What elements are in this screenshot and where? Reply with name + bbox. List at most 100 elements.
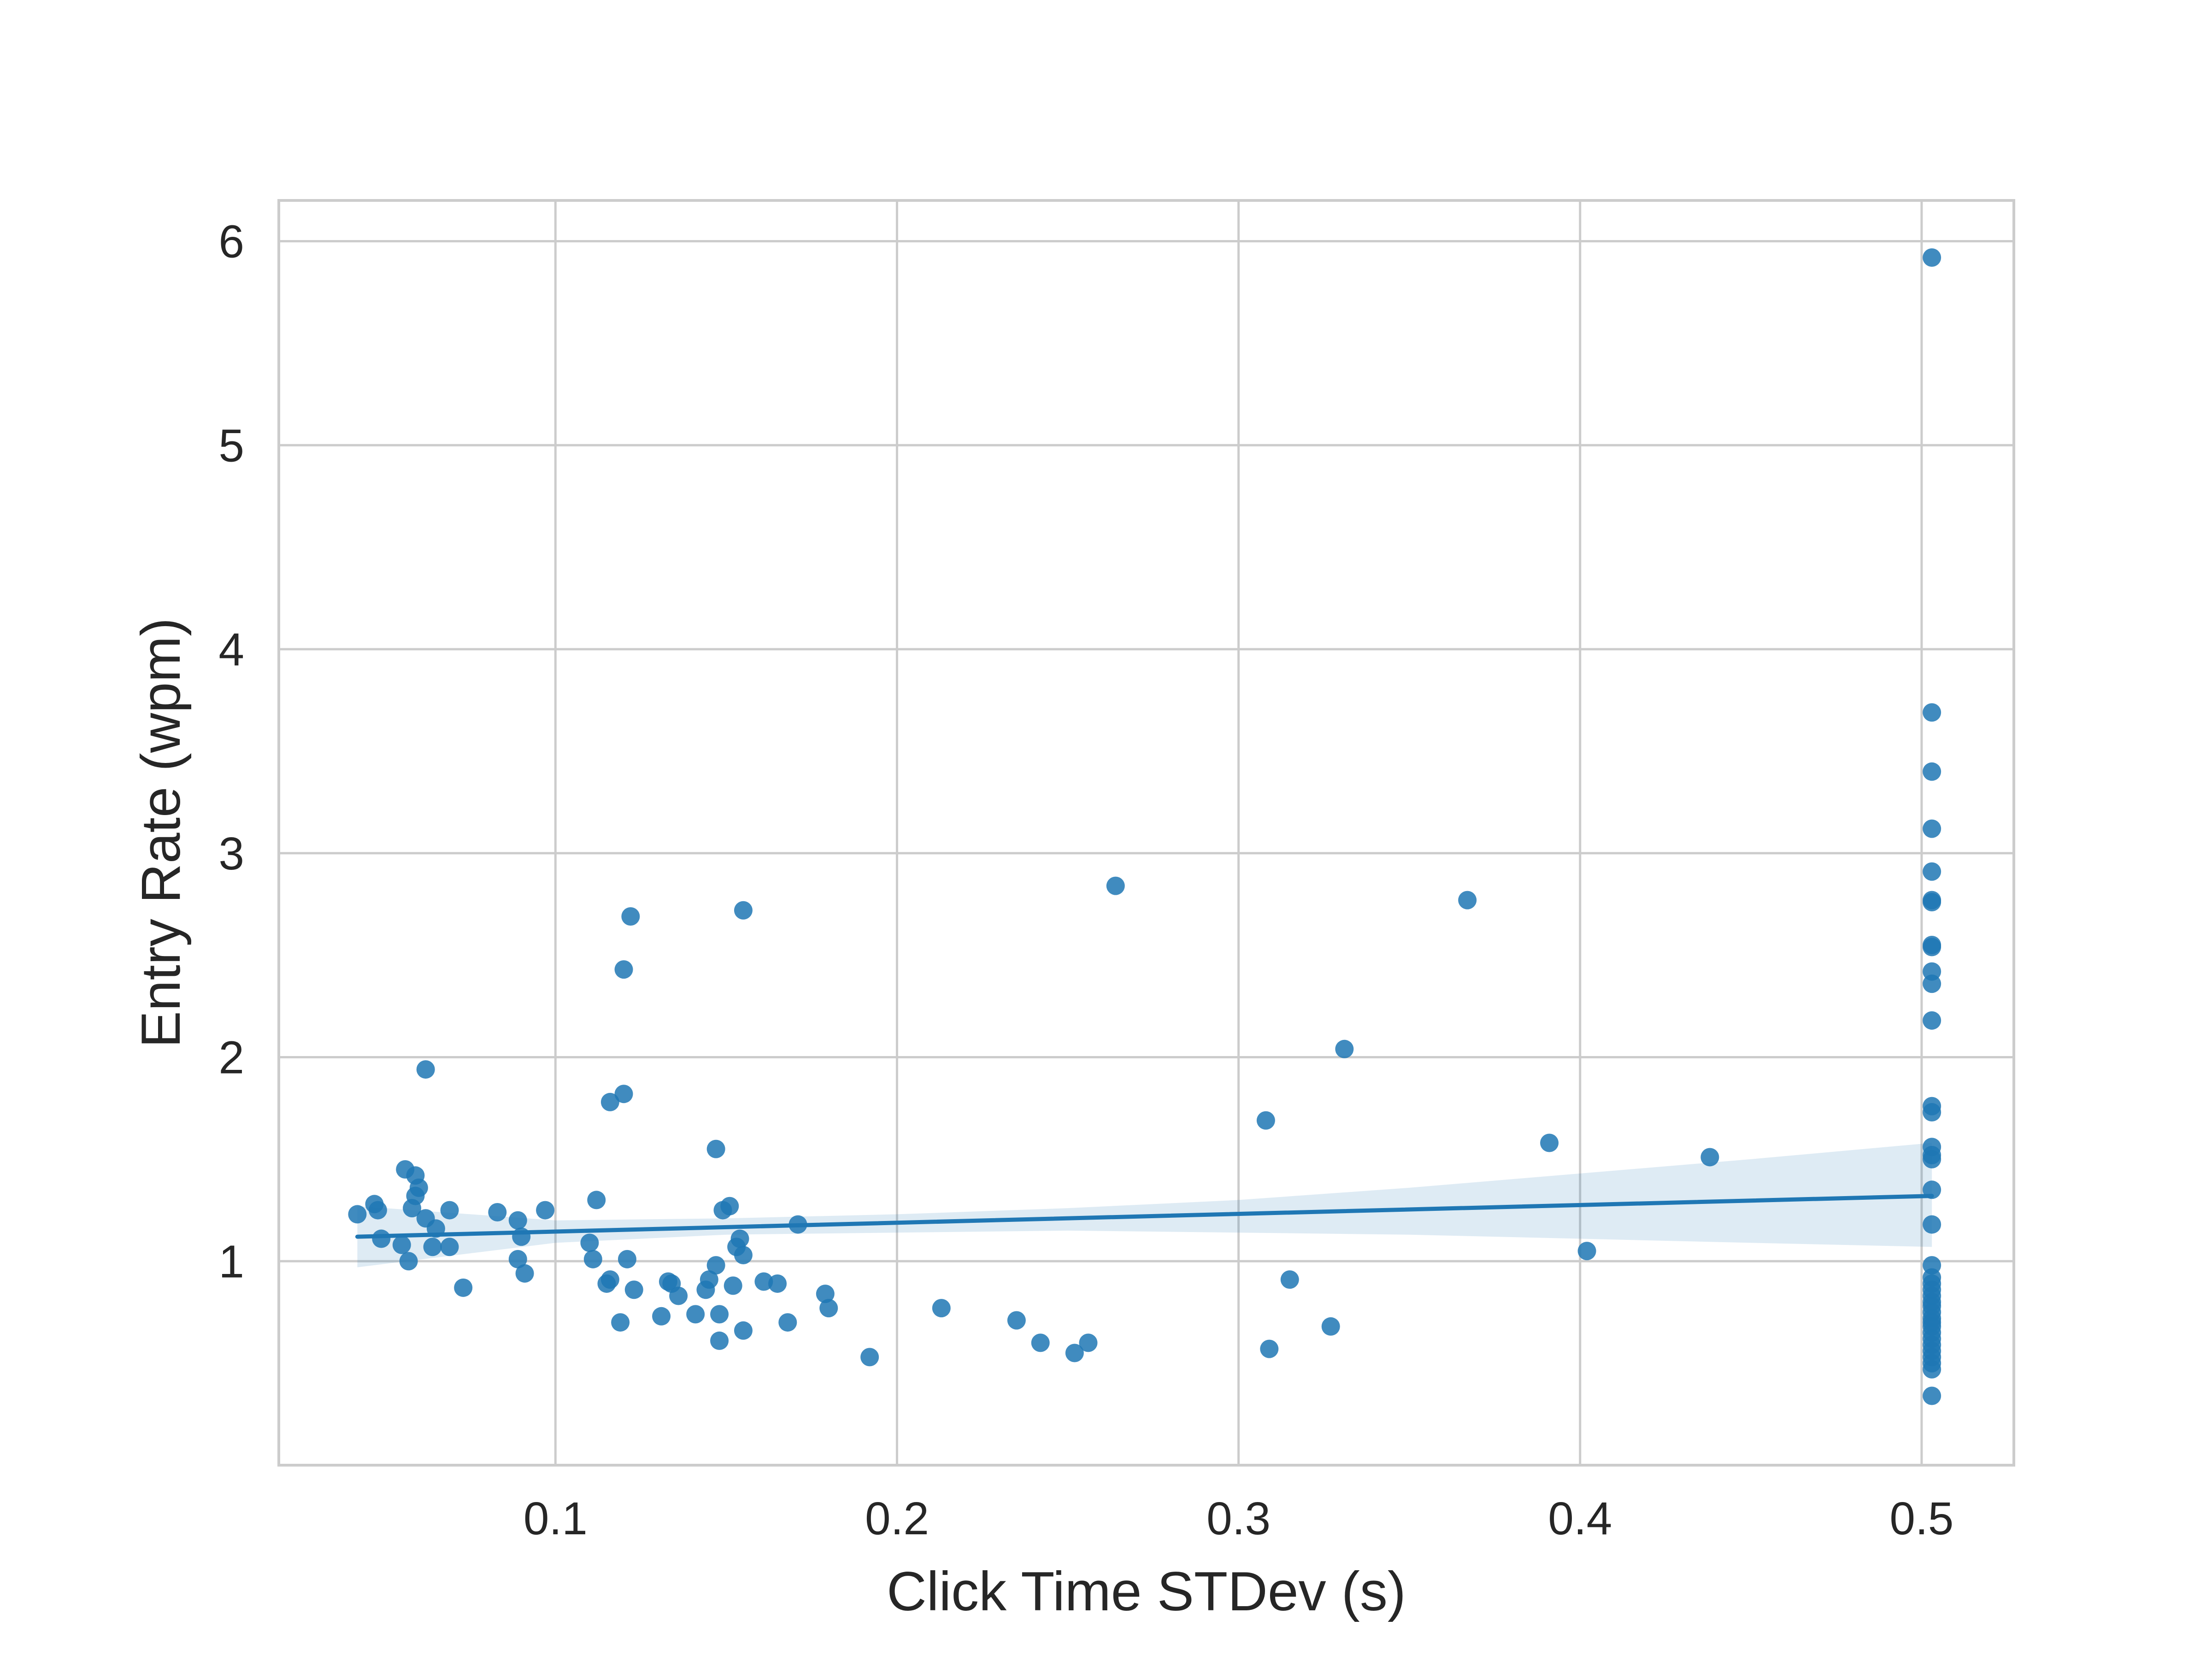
data-point xyxy=(1577,1242,1596,1261)
data-point xyxy=(348,1205,367,1224)
data-point xyxy=(1065,1344,1084,1362)
data-point xyxy=(1923,1215,1941,1234)
plot-frame xyxy=(277,199,2015,1467)
data-point xyxy=(734,1245,753,1264)
data-point xyxy=(710,1331,729,1350)
data-point xyxy=(1700,1148,1719,1167)
data-point xyxy=(720,1197,739,1215)
data-point xyxy=(706,1256,725,1275)
confidence-band-layer xyxy=(357,1143,1932,1268)
data-point xyxy=(1260,1339,1279,1358)
x-tick-label: 0.4 xyxy=(1548,1493,1612,1544)
data-point xyxy=(440,1201,459,1220)
data-point xyxy=(1923,248,1941,267)
data-point xyxy=(409,1178,428,1197)
data-point xyxy=(734,901,753,920)
data-point xyxy=(734,1321,753,1340)
data-point xyxy=(819,1299,838,1318)
data-points xyxy=(348,248,1941,1405)
data-point xyxy=(652,1307,671,1326)
data-point xyxy=(614,1085,633,1103)
data-point xyxy=(583,1250,602,1268)
y-tick-label: 4 xyxy=(218,624,244,675)
data-point xyxy=(816,1285,835,1303)
data-point xyxy=(600,1092,619,1111)
data-point xyxy=(614,960,633,979)
data-point xyxy=(580,1233,599,1252)
data-point xyxy=(754,1272,773,1291)
data-point xyxy=(587,1191,606,1209)
y-tick-labels: 1 2 3 4 5 6 xyxy=(218,216,244,1288)
x-axis-title: Click Time STDev (s) xyxy=(887,1561,1406,1622)
data-point xyxy=(1923,703,1941,722)
y-tick-label: 3 xyxy=(218,828,244,880)
data-point xyxy=(700,1270,718,1289)
data-point xyxy=(724,1276,742,1295)
data-point xyxy=(624,1280,643,1299)
confidence-band xyxy=(357,1143,1932,1268)
data-point xyxy=(1923,893,1941,912)
data-point xyxy=(1923,819,1941,838)
data-point xyxy=(1031,1333,1050,1352)
data-point xyxy=(730,1229,749,1248)
data-point xyxy=(423,1238,442,1256)
x-tick-labels: 0.1 0.2 0.3 0.4 0.5 xyxy=(524,1493,1954,1544)
data-point xyxy=(536,1201,555,1220)
data-point xyxy=(1335,1039,1354,1058)
y-tick-label: 1 xyxy=(218,1236,244,1287)
data-point xyxy=(1079,1333,1098,1352)
data-point xyxy=(778,1313,797,1332)
data-point xyxy=(686,1305,705,1324)
data-point xyxy=(454,1278,473,1297)
data-point xyxy=(1923,1103,1941,1122)
data-point xyxy=(1007,1311,1026,1330)
x-tick-label: 0.5 xyxy=(1889,1493,1953,1544)
x-tick-label: 0.1 xyxy=(524,1493,588,1544)
data-point xyxy=(372,1229,391,1248)
data-point xyxy=(621,907,640,926)
data-point xyxy=(1923,938,1941,957)
data-point xyxy=(1923,762,1941,781)
data-point xyxy=(932,1299,951,1318)
data-point xyxy=(1923,1150,1941,1168)
y-axis-title: Entry Rate (wpm) xyxy=(130,618,192,1048)
y-tick-label: 6 xyxy=(218,216,244,268)
data-point xyxy=(508,1211,527,1230)
grid-lines xyxy=(279,200,2014,1465)
data-point xyxy=(440,1238,459,1256)
data-point xyxy=(515,1264,534,1283)
data-point xyxy=(768,1274,787,1293)
data-point xyxy=(1923,1386,1941,1405)
data-point xyxy=(1280,1270,1299,1289)
data-point xyxy=(1923,862,1941,881)
data-point xyxy=(416,1060,435,1079)
data-point xyxy=(488,1203,507,1221)
regression-line-layer xyxy=(355,1194,1934,1239)
data-point xyxy=(860,1348,879,1367)
data-point xyxy=(1923,1011,1941,1030)
data-point xyxy=(1321,1317,1340,1336)
data-point xyxy=(710,1305,729,1324)
data-point xyxy=(392,1235,411,1254)
data-point xyxy=(669,1286,688,1305)
data-point xyxy=(600,1270,619,1289)
data-point xyxy=(368,1201,387,1220)
data-point xyxy=(508,1250,527,1268)
data-point xyxy=(618,1250,636,1268)
data-point xyxy=(399,1252,418,1271)
data-point xyxy=(1923,974,1941,993)
regression-line xyxy=(355,1194,1934,1239)
data-point xyxy=(1106,876,1125,895)
x-tick-label: 0.3 xyxy=(1206,1493,1271,1544)
y-tick-label: 5 xyxy=(218,420,244,471)
data-point xyxy=(611,1313,630,1332)
data-point xyxy=(1256,1111,1275,1130)
x-tick-label: 0.2 xyxy=(865,1493,929,1544)
data-point xyxy=(1458,891,1477,910)
data-point xyxy=(706,1139,725,1158)
data-point xyxy=(1540,1133,1559,1152)
data-point xyxy=(1923,1360,1941,1379)
